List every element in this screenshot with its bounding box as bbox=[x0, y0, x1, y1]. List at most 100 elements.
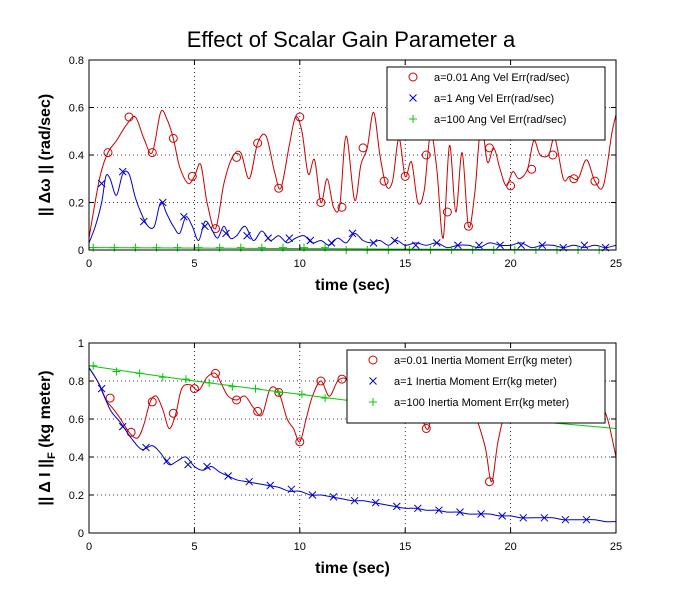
legend-box bbox=[346, 349, 606, 424]
legend-entry: a=100 Inertia Moment Err(kg meter) bbox=[394, 397, 569, 409]
plus-marker bbox=[158, 373, 167, 382]
circle-marker bbox=[232, 152, 242, 162]
x-marker bbox=[118, 167, 127, 176]
x-marker bbox=[348, 229, 357, 238]
x-marker bbox=[475, 241, 483, 250]
plus-marker bbox=[297, 390, 306, 399]
x-marker bbox=[118, 422, 127, 431]
x-marker bbox=[184, 460, 192, 469]
y-tick-label: 0.6 bbox=[69, 414, 84, 426]
x-marker bbox=[538, 241, 547, 250]
y-axis-label: || Δ I ||F (kg meter) bbox=[37, 370, 58, 505]
x-marker bbox=[392, 502, 401, 511]
x-marker bbox=[561, 515, 570, 524]
y-tick-label: 0.6 bbox=[69, 103, 84, 115]
y-tick-label: 0.8 bbox=[69, 55, 84, 67]
circle-marker bbox=[187, 171, 197, 181]
plus-marker bbox=[205, 378, 214, 387]
circle-marker bbox=[274, 183, 284, 193]
x-marker bbox=[580, 241, 589, 250]
x-marker bbox=[540, 513, 549, 522]
legend: a=0.01 Inertia Moment Err(kg meter) a=1 I… bbox=[346, 349, 606, 424]
y-tick-label: 0.2 bbox=[69, 198, 84, 210]
x-marker bbox=[180, 212, 188, 221]
circle-marker bbox=[548, 150, 558, 160]
series-circle bbox=[88, 109, 617, 239]
x-marker bbox=[454, 241, 462, 250]
x-tick-label: 20 bbox=[504, 258, 516, 270]
circle-marker bbox=[105, 393, 115, 403]
plus-marker bbox=[321, 394, 330, 403]
x-marker bbox=[163, 456, 171, 465]
circle-marker bbox=[337, 374, 347, 384]
x-marker bbox=[203, 462, 211, 471]
circle-marker bbox=[147, 397, 157, 407]
x-tick-label: 10 bbox=[294, 541, 306, 553]
x-marker bbox=[496, 241, 504, 250]
circle-marker bbox=[408, 72, 418, 82]
x-marker bbox=[243, 231, 251, 240]
x-marker bbox=[285, 234, 294, 242]
circle-marker bbox=[168, 133, 178, 143]
y-axis-label-main: || Δ I || bbox=[37, 459, 54, 506]
circle-marker bbox=[147, 148, 157, 158]
circle-marker bbox=[379, 176, 389, 186]
x-marker bbox=[517, 241, 525, 250]
circle-marker bbox=[189, 384, 199, 394]
circle-marker bbox=[295, 112, 305, 122]
circle-marker bbox=[368, 355, 378, 365]
x-tick-label: 5 bbox=[191, 258, 197, 270]
x-marker bbox=[266, 481, 275, 490]
x-marker bbox=[306, 236, 315, 245]
plus-marker bbox=[274, 388, 283, 397]
legend-entry: a=1 Ang Vel Err(rad/sec) bbox=[434, 93, 554, 105]
circle-marker bbox=[527, 164, 537, 174]
x-marker bbox=[409, 94, 417, 102]
x-marker bbox=[432, 239, 441, 247]
circle-marker bbox=[400, 171, 410, 181]
legend: a=0.01 Ang Vel Err(rad/sec) a=1 Ang Vel E… bbox=[386, 66, 606, 141]
x-marker bbox=[308, 491, 317, 499]
x-marker bbox=[498, 512, 507, 520]
x-marker bbox=[456, 508, 464, 516]
y-tick-label: 1 bbox=[78, 338, 84, 350]
circle-marker bbox=[590, 176, 600, 186]
circle-marker bbox=[421, 424, 431, 433]
circle-marker bbox=[421, 150, 431, 160]
x-marker bbox=[142, 443, 150, 452]
x-tick-label: 25 bbox=[610, 258, 622, 270]
circle-marker bbox=[253, 138, 263, 148]
legend-entry: a=0.01 Ang Vel Err(rad/sec) bbox=[434, 72, 569, 84]
circle-marker bbox=[506, 181, 516, 191]
x-marker bbox=[413, 504, 422, 513]
circle-marker bbox=[253, 406, 263, 416]
x-marker bbox=[369, 377, 377, 385]
y-tick-label: 0.4 bbox=[69, 452, 84, 464]
x-marker bbox=[435, 506, 443, 515]
circle-marker bbox=[337, 202, 347, 212]
circle-marker bbox=[569, 174, 579, 184]
circle-marker bbox=[232, 395, 242, 405]
circle-marker bbox=[485, 477, 495, 487]
x-marker bbox=[371, 498, 380, 507]
x-tick-label: 20 bbox=[504, 541, 516, 553]
y-tick-label: 0.8 bbox=[69, 376, 84, 388]
x-marker bbox=[287, 485, 296, 494]
x-marker bbox=[224, 472, 232, 480]
x-axis-label: time (sec) bbox=[315, 277, 390, 294]
series-x bbox=[88, 367, 617, 524]
x-marker bbox=[350, 496, 359, 505]
plus-marker bbox=[409, 115, 417, 123]
series-line bbox=[88, 170, 617, 249]
legend-entry: a=100 Ang Vel Err(rad/sec) bbox=[434, 114, 566, 126]
x-tick-label: 15 bbox=[399, 541, 411, 553]
axes-box bbox=[88, 342, 617, 534]
x-marker bbox=[477, 510, 485, 518]
plus-marker bbox=[369, 398, 377, 406]
x-marker bbox=[390, 236, 399, 245]
circle-marker bbox=[103, 148, 113, 158]
x-marker bbox=[201, 222, 209, 231]
y-tick-label: 0 bbox=[78, 528, 84, 540]
x-marker bbox=[327, 239, 336, 247]
legend-box bbox=[386, 66, 606, 141]
